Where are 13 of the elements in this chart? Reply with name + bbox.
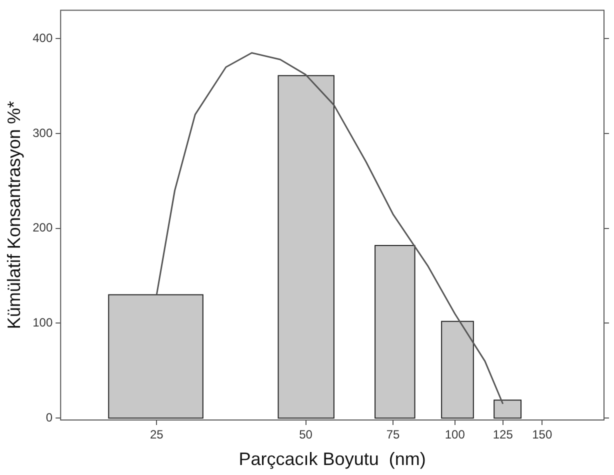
x-axis-title: Parçcacık Boyutu (nm) — [238, 449, 426, 470]
x-tick-label: 50 — [299, 428, 313, 442]
x-tick-label: 25 — [150, 428, 164, 442]
x-tick-label: 100 — [444, 428, 466, 442]
y-tick-label: 400 — [32, 30, 53, 45]
y-axis-title: Kümülatif Konsantrasyon %* — [4, 101, 24, 330]
y-tick-label: 0 — [46, 410, 53, 424]
x-tick-label: 75 — [386, 428, 400, 442]
y-tick-label: 100 — [32, 316, 53, 330]
x-tick-label: 125 — [492, 428, 514, 442]
y-tick-label: 300 — [32, 126, 53, 140]
x-tick-label: 150 — [532, 428, 552, 442]
y-tick-label: 200 — [32, 220, 53, 235]
